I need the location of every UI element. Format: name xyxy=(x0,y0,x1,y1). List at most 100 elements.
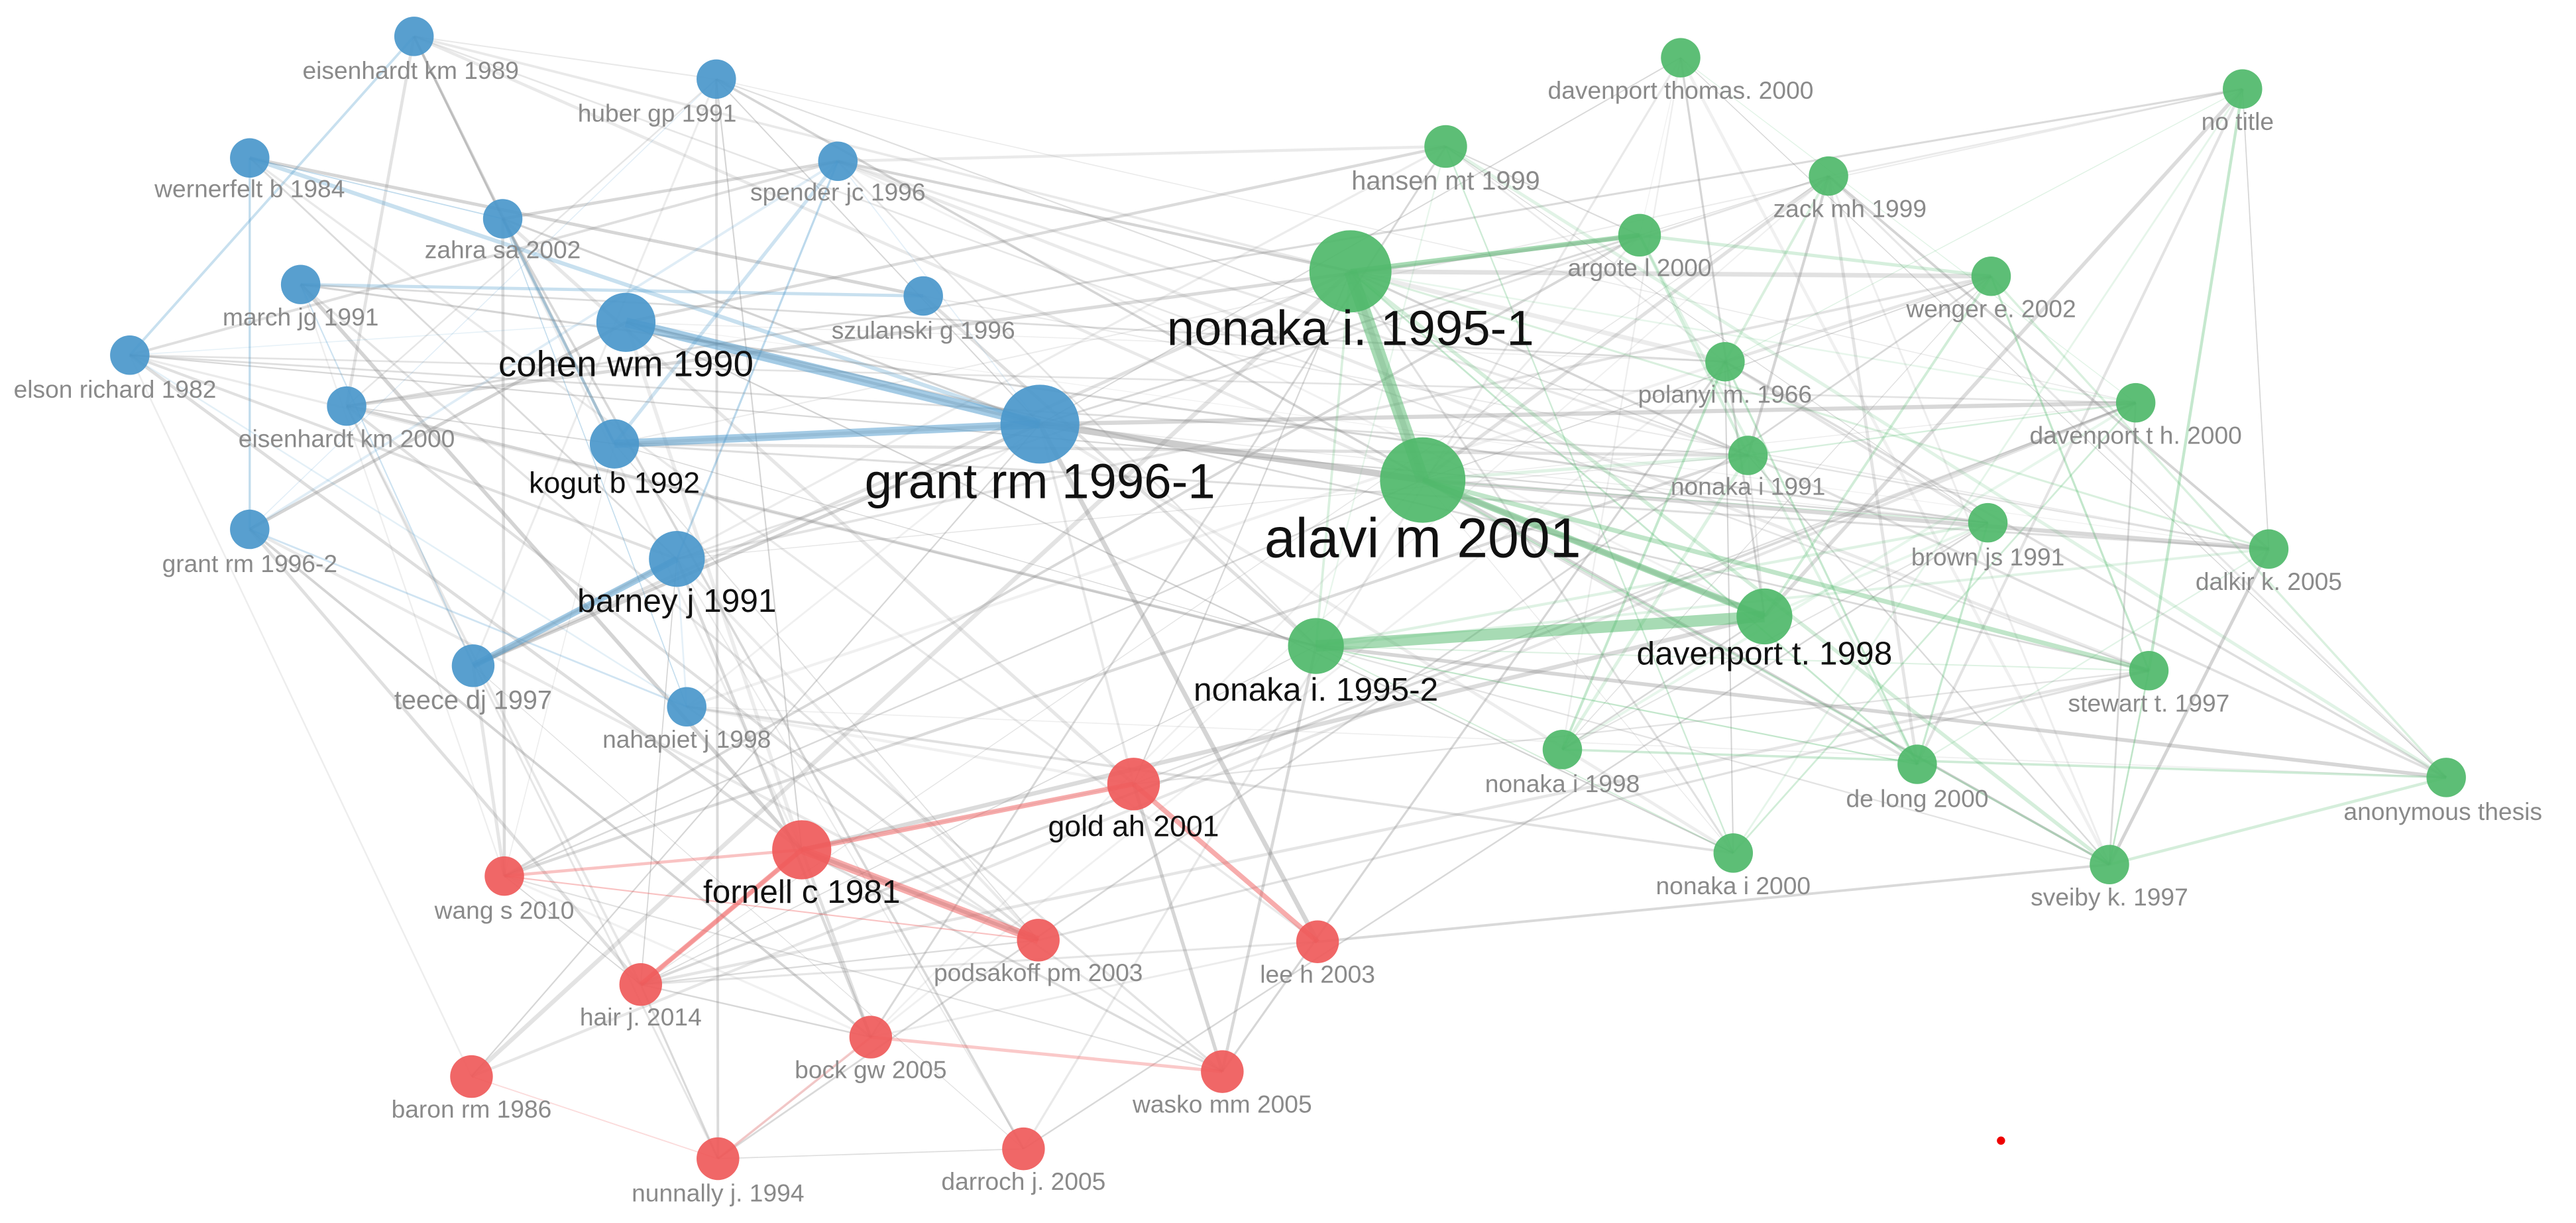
edge xyxy=(414,35,2149,671)
edge xyxy=(614,420,1040,448)
edge xyxy=(1133,402,2137,785)
edge xyxy=(1350,233,1640,274)
edge xyxy=(1316,611,1765,652)
edge xyxy=(472,270,1351,668)
node-label: nunnally j. 1994 xyxy=(632,1179,804,1206)
edge xyxy=(1349,270,1749,457)
edge xyxy=(1422,276,1991,481)
node xyxy=(849,1016,893,1059)
node xyxy=(1809,156,1848,196)
node xyxy=(667,687,706,727)
edge xyxy=(1038,670,2149,941)
edge xyxy=(1562,276,1991,750)
edge xyxy=(718,1148,1024,1159)
node xyxy=(2249,529,2289,569)
edge xyxy=(838,145,1446,163)
edge xyxy=(1133,270,1351,785)
node-label: hair j. 2014 xyxy=(580,1003,702,1031)
edge xyxy=(801,848,1223,1073)
edge xyxy=(2241,89,2270,550)
edge xyxy=(922,294,1317,648)
edge xyxy=(1422,174,1830,482)
node xyxy=(110,335,150,375)
edge xyxy=(1724,361,1919,765)
edge xyxy=(1679,57,1765,617)
edge xyxy=(1039,234,1640,426)
edge xyxy=(504,875,871,1039)
node-label: kogut b 1992 xyxy=(529,467,700,499)
edge xyxy=(1764,521,1989,618)
edge xyxy=(413,34,1424,482)
edge xyxy=(346,405,615,445)
edge xyxy=(1349,270,1918,766)
edge xyxy=(686,705,1734,854)
edge xyxy=(2107,548,2270,866)
edge xyxy=(640,175,1829,985)
edge xyxy=(1350,270,2269,550)
node xyxy=(230,138,270,178)
edge xyxy=(1826,176,1919,765)
node-label: hansen mt 1999 xyxy=(1351,166,1540,196)
node xyxy=(1000,384,1080,464)
edge xyxy=(869,479,1424,1038)
node-label: wenger e. 2002 xyxy=(1905,295,2076,323)
edge xyxy=(686,360,1726,709)
edge xyxy=(1724,360,1989,524)
edge xyxy=(715,79,803,850)
edge xyxy=(1133,670,2149,785)
node-label: fornell c 1981 xyxy=(703,873,901,910)
edge xyxy=(1422,478,2269,552)
node-label: argote l 2000 xyxy=(1567,254,1711,282)
node-label: barney j 1991 xyxy=(577,582,776,619)
edge xyxy=(2108,402,2137,865)
node-label: baron rm 1986 xyxy=(392,1095,552,1123)
edge xyxy=(1349,269,1726,365)
edge xyxy=(2147,88,2244,671)
edge xyxy=(1732,88,2243,854)
edge xyxy=(640,559,678,985)
edge xyxy=(1561,401,2137,751)
edge xyxy=(129,35,416,357)
edge xyxy=(472,78,718,666)
node xyxy=(772,820,832,880)
edge xyxy=(1422,479,2110,866)
edge xyxy=(471,424,1040,1077)
edge xyxy=(640,984,719,1159)
edge xyxy=(1422,477,2150,673)
node xyxy=(1968,502,2008,543)
edge xyxy=(624,317,1041,430)
edge xyxy=(1445,146,1988,524)
node xyxy=(2426,758,2466,797)
edge xyxy=(1023,522,1989,1150)
edge xyxy=(717,1036,871,1160)
node-label: grant rm 1996-2 xyxy=(162,550,337,577)
node-label: anonymous thesis xyxy=(2343,797,2542,825)
node-label: bock gw 2005 xyxy=(795,1055,946,1083)
edge xyxy=(1680,57,2447,778)
edge xyxy=(613,160,840,445)
node xyxy=(649,531,705,587)
edge xyxy=(640,984,871,1038)
edge xyxy=(1724,88,2243,363)
edge xyxy=(129,321,626,356)
edge xyxy=(1561,57,1682,750)
edge xyxy=(1039,420,1424,484)
node-label: de long 2000 xyxy=(1846,784,1988,812)
node xyxy=(697,59,736,99)
edge xyxy=(1422,479,1734,854)
edge xyxy=(1132,782,1319,944)
node-label: szulanski g 1996 xyxy=(832,316,1015,344)
edge xyxy=(626,321,1734,854)
edge xyxy=(1422,453,1748,482)
node-label: gold ah 2001 xyxy=(1048,811,1219,843)
edge xyxy=(345,405,719,1159)
edge xyxy=(471,1076,718,1159)
edge xyxy=(837,160,1749,457)
node xyxy=(1618,213,1661,257)
edge xyxy=(300,284,506,876)
edge xyxy=(249,528,1039,942)
edge xyxy=(129,354,2136,404)
edge xyxy=(1133,175,1829,785)
edge xyxy=(300,283,1725,363)
edge xyxy=(471,401,2137,1078)
